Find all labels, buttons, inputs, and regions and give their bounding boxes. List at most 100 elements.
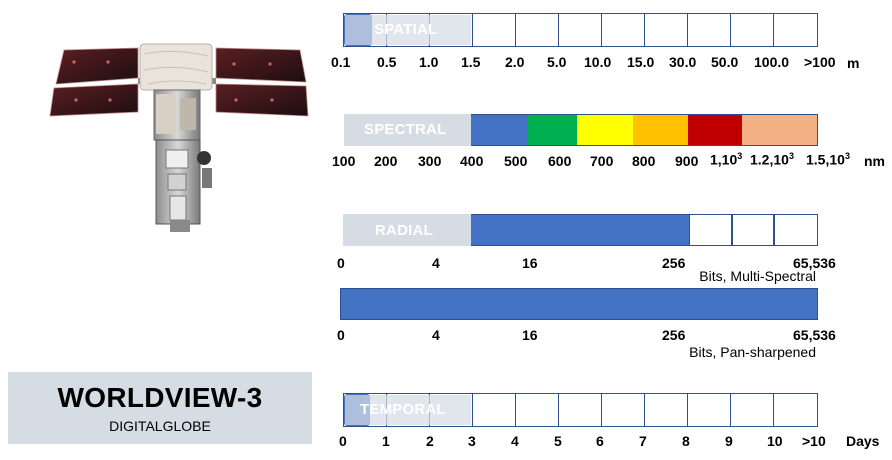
scale-cell bbox=[559, 394, 602, 426]
tick-label: 700 bbox=[590, 153, 614, 169]
solar-panel-right bbox=[215, 47, 309, 117]
scale-cell bbox=[688, 394, 731, 426]
tick-base: 1,10 bbox=[710, 151, 738, 168]
radial-pan-fill bbox=[341, 289, 817, 319]
spectral-band bbox=[577, 115, 633, 145]
spectral-band bbox=[528, 115, 578, 145]
tick-label-exp: 1.2,103 bbox=[750, 151, 794, 168]
radial-ms-fill bbox=[471, 215, 689, 245]
spectral-band bbox=[632, 115, 688, 145]
tick-base: 1.5,10 bbox=[806, 151, 845, 168]
tick-label: 300 bbox=[418, 153, 442, 169]
temporal-unit: Days bbox=[846, 433, 880, 449]
tick-label: 8 bbox=[682, 433, 690, 449]
tick-label: 0 bbox=[337, 327, 345, 343]
scale-cell bbox=[602, 394, 645, 426]
scale-cell bbox=[774, 215, 817, 245]
scale-cell bbox=[602, 14, 645, 46]
tick-label: 0 bbox=[339, 433, 347, 449]
scale-cell bbox=[559, 14, 602, 46]
tick-label: 4 bbox=[511, 433, 519, 449]
tick-label: 1.0 bbox=[419, 54, 439, 70]
tick-label: >100 bbox=[804, 54, 836, 70]
tick-label: >10 bbox=[802, 433, 826, 449]
radial-pan-note: Bits, Pan-sharpened bbox=[689, 344, 816, 360]
tick-label: 200 bbox=[374, 153, 398, 169]
scale-cell bbox=[774, 14, 817, 46]
spatial-unit: m bbox=[847, 55, 860, 71]
tick-label: 256 bbox=[662, 327, 686, 343]
tick-label: 600 bbox=[548, 153, 572, 169]
scale-cell bbox=[731, 394, 774, 426]
temporal-label: TEMPORAL bbox=[360, 401, 446, 418]
spectral-unit: nm bbox=[864, 153, 885, 169]
satellite-illustration bbox=[49, 43, 309, 232]
scale-cell bbox=[774, 394, 817, 426]
tick-label: 100 bbox=[332, 153, 356, 169]
solar-panel-left bbox=[49, 47, 139, 117]
tick-label: 400 bbox=[460, 153, 484, 169]
scale-cell bbox=[645, 394, 688, 426]
tick-label: 65,536 bbox=[793, 255, 836, 271]
tick-label: 2 bbox=[426, 433, 434, 449]
scale-cell bbox=[731, 215, 775, 245]
tick-label: 5.0 bbox=[547, 54, 567, 70]
tick-label: 3 bbox=[468, 433, 476, 449]
radial-label-bg bbox=[343, 214, 471, 246]
spectral-band bbox=[687, 115, 743, 145]
scale-cell bbox=[731, 14, 774, 46]
tick-label: 5 bbox=[554, 433, 562, 449]
tick-label: 50.0 bbox=[711, 54, 739, 70]
scale-cell bbox=[516, 14, 559, 46]
scale-cell bbox=[473, 14, 516, 46]
spectral-bar bbox=[470, 114, 818, 146]
radial-pan-bar bbox=[340, 288, 818, 320]
tick-label: 1.5 bbox=[461, 54, 481, 70]
radial-ms-bar bbox=[470, 214, 818, 246]
scale-cell bbox=[688, 215, 732, 245]
tick-label: 1 bbox=[382, 433, 390, 449]
tick-label: 15.0 bbox=[627, 54, 655, 70]
tick-label: 9 bbox=[725, 433, 733, 449]
tick-exponent: 3 bbox=[737, 151, 743, 161]
tick-label: 65,536 bbox=[793, 327, 836, 343]
radial-ms-note: Bits, Multi-Spectral bbox=[699, 268, 816, 284]
scale-cell bbox=[473, 394, 516, 426]
tick-label: 30.0 bbox=[669, 54, 697, 70]
spectral-label-bg bbox=[344, 114, 471, 146]
tick-label: 500 bbox=[504, 153, 528, 169]
tick-label: 100.0 bbox=[754, 54, 790, 70]
tick-label: 256 bbox=[662, 255, 686, 271]
tick-label: 800 bbox=[632, 153, 656, 169]
tick-label: 16 bbox=[522, 327, 538, 343]
scale-cell bbox=[688, 14, 731, 46]
scale-cell bbox=[430, 394, 473, 426]
spatial-label-bg bbox=[345, 15, 471, 45]
tick-label: 0.5 bbox=[377, 54, 397, 70]
tick-base: 1.2,10 bbox=[750, 151, 789, 168]
tick-label-exp: 1.5,103 bbox=[806, 151, 850, 168]
tick-label: 4 bbox=[432, 327, 440, 343]
tick-label: 6 bbox=[596, 433, 604, 449]
spectral-label: SPECTRAL bbox=[364, 121, 447, 138]
scale-cell bbox=[430, 14, 473, 46]
radial-label: RADIAL bbox=[375, 222, 433, 239]
tick-exponent: 3 bbox=[844, 151, 850, 161]
tick-exponent: 3 bbox=[788, 151, 794, 161]
temporal-label-bg bbox=[345, 395, 471, 425]
tick-label: 0.1 bbox=[331, 54, 351, 70]
spectral-band bbox=[742, 115, 817, 145]
scale-cell bbox=[645, 14, 688, 46]
spatial-label: SPATIAL bbox=[374, 21, 438, 38]
tick-label-exp: 1,103 bbox=[710, 151, 742, 168]
tick-label: 10.0 bbox=[584, 54, 612, 70]
satellite-operator: DIGITALGLOBE bbox=[109, 418, 211, 434]
tick-label: 2.0 bbox=[505, 54, 525, 70]
satellite-name: WORLDVIEW-3 bbox=[57, 382, 263, 413]
tick-label: 4 bbox=[432, 255, 440, 271]
tick-label: 0 bbox=[337, 255, 345, 271]
tick-label: 900 bbox=[675, 153, 699, 169]
tick-label: 7 bbox=[639, 433, 647, 449]
tick-label: 16 bbox=[522, 255, 538, 271]
tick-label: 10 bbox=[767, 433, 783, 449]
